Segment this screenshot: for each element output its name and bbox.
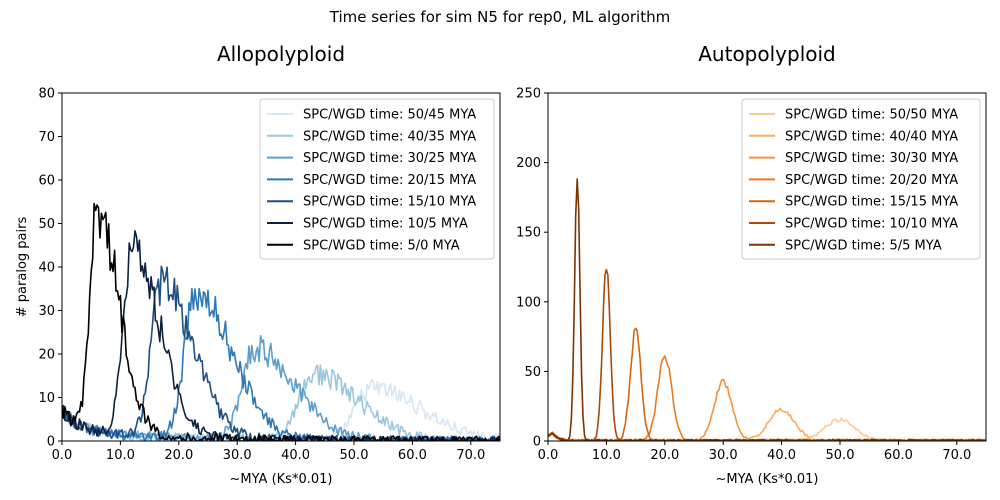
legend-entry-label: SPC/WGD time: 10/5 MYA — [303, 217, 468, 232]
x-tick-label: 60.0 — [398, 448, 427, 463]
legend-entry-label: SPC/WGD time: 10/10 MYA — [785, 217, 958, 232]
legend: SPC/WGD time: 50/45 MYA SPC/WGD time: 40/… — [259, 98, 495, 260]
legend-box — [741, 98, 981, 260]
x-tick-label: 30.0 — [709, 448, 738, 463]
x-tick-label: 40.0 — [767, 448, 796, 463]
legend-entry-label: SPC/WGD time: 40/35 MYA — [303, 129, 476, 144]
y-tick-label: 100 — [516, 295, 541, 310]
x-tick-label: 50.0 — [826, 448, 855, 463]
figure-title: Time series for sim N5 for rep0, ML algo… — [329, 8, 670, 26]
x-tick-label: 20.0 — [164, 448, 193, 463]
x-tick-label: 70.0 — [942, 448, 971, 463]
series-line — [548, 268, 986, 441]
series-line — [548, 378, 986, 441]
y-tick-label: 150 — [516, 226, 541, 241]
x-tick-label: 70.0 — [456, 448, 485, 463]
x-axis-label: ~MYA (Ks*0.01) — [716, 472, 819, 487]
y-tick-label: 0 — [533, 435, 541, 450]
legend-entry-label: SPC/WGD time: 15/10 MYA — [303, 195, 476, 210]
y-tick-label: 20 — [38, 348, 55, 363]
y-tick-label: 70 — [38, 130, 55, 145]
legend-box — [259, 98, 495, 260]
x-tick-label: 10.0 — [592, 448, 621, 463]
series-lines — [62, 202, 500, 441]
series-line — [62, 230, 500, 441]
x-tick-label: 0.0 — [538, 448, 559, 463]
panel-title: Allopolyploid — [217, 42, 345, 66]
y-tick-label: 250 — [516, 87, 541, 102]
series-line — [548, 178, 986, 441]
x-tick-label: 60.0 — [884, 448, 913, 463]
legend: SPC/WGD time: 50/50 MYA SPC/WGD time: 40/… — [741, 98, 981, 260]
legend-entry-label: SPC/WGD time: 20/15 MYA — [303, 173, 476, 188]
x-tick-label: 30.0 — [223, 448, 252, 463]
panel-title: Autopolyploid — [698, 42, 836, 66]
y-tick-label: 30 — [38, 304, 55, 319]
y-tick-label: 200 — [516, 156, 541, 171]
y-tick-label: 0 — [47, 435, 55, 450]
series-line — [62, 378, 500, 441]
legend-entry-label: SPC/WGD time: 5/5 MYA — [785, 238, 942, 253]
x-tick-label: 40.0 — [281, 448, 310, 463]
x-tick-label: 50.0 — [340, 448, 369, 463]
y-tick-label: 10 — [38, 391, 55, 406]
x-axis-label: ~MYA (Ks*0.01) — [230, 472, 333, 487]
x-tick-label: 10.0 — [106, 448, 135, 463]
legend-entry-label: SPC/WGD time: 50/45 MYA — [303, 108, 476, 123]
autopolyploid-panel: Autopolyploid 0.0 10.0 20.0 30.0 40.0 50.0 60.0… — [516, 42, 987, 487]
legend-entry-label: SPC/WGD time: 50/50 MYA — [785, 108, 958, 123]
y-tick-label: 60 — [38, 174, 55, 189]
y-axis-label: # paralog pairs — [15, 217, 30, 318]
allopolyploid-panel: Allopolyploid 0.0 10.0 20.0 30.0 40.0 50.0 60.0… — [15, 42, 501, 487]
legend-entry-label: SPC/WGD time: 40/40 MYA — [785, 129, 958, 144]
legend-entry-label: SPC/WGD time: 30/25 MYA — [303, 151, 476, 166]
plot-frame — [547, 92, 987, 442]
series-line — [548, 355, 986, 441]
legend-entry-label: SPC/WGD time: 20/20 MYA — [785, 173, 958, 188]
y-tick-label: 40 — [38, 261, 55, 276]
x-tick-label: 0.0 — [52, 448, 73, 463]
y-tick-label: 50 — [38, 217, 55, 232]
legend-entry-label: SPC/WGD time: 5/0 MYA — [303, 238, 460, 253]
legend-entry-label: SPC/WGD time: 30/30 MYA — [785, 151, 958, 166]
y-tick-label: 80 — [38, 87, 55, 102]
y-tick-label: 50 — [524, 365, 541, 380]
legend-entry-label: SPC/WGD time: 15/15 MYA — [785, 195, 958, 210]
series-line — [62, 202, 500, 441]
x-tick-label: 20.0 — [650, 448, 679, 463]
series-line — [62, 334, 500, 441]
